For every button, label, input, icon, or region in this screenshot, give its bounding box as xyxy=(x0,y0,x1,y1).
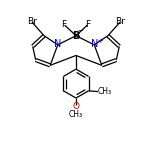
Text: Br: Br xyxy=(115,17,125,26)
Text: N: N xyxy=(91,39,98,49)
Text: CH₃: CH₃ xyxy=(69,110,83,119)
Text: CH₃: CH₃ xyxy=(97,87,111,96)
Text: F: F xyxy=(61,20,66,29)
Text: N: N xyxy=(54,39,61,49)
Text: B: B xyxy=(72,31,80,41)
Text: F: F xyxy=(86,20,91,29)
Text: +: + xyxy=(97,38,103,44)
Text: O: O xyxy=(73,102,79,111)
Text: −: − xyxy=(78,28,83,35)
Text: Br: Br xyxy=(27,17,37,26)
